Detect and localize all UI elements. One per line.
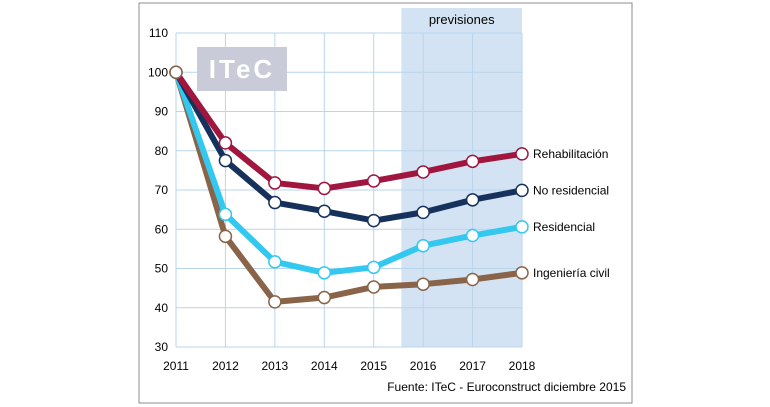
series-line	[173, 69, 525, 276]
data-point	[515, 220, 529, 234]
x-axis-ticks: 2011 2012 2013 2014 2015 2016 2017 2018	[163, 359, 536, 373]
data-point	[515, 183, 529, 198]
source-note: Fuente: ITeC - Euroconstruct diciembre 2…	[387, 380, 626, 394]
y-tick-label: 80	[155, 144, 169, 158]
x-tick-label: 2017	[459, 359, 486, 373]
y-tick-label: 50	[155, 262, 169, 276]
data-point	[416, 277, 430, 291]
data-point	[465, 272, 480, 287]
series-line	[173, 69, 525, 192]
series-label: Ingeniería civil	[533, 266, 610, 280]
data-point	[366, 174, 381, 188]
data-point	[268, 255, 282, 269]
logo-background	[197, 47, 287, 91]
data-point	[218, 207, 233, 222]
data-point	[465, 154, 480, 169]
logo-text: ITeC	[209, 54, 275, 84]
data-point	[218, 229, 233, 244]
x-tick-label: 2015	[360, 359, 387, 373]
series-labels: Rehabilitación No residencial Residencial I…	[533, 147, 610, 280]
data-point	[218, 136, 233, 150]
data-point	[268, 176, 282, 190]
data-point	[317, 204, 332, 218]
x-tick-label: 2012	[212, 359, 239, 373]
series-line	[173, 69, 525, 224]
series-label: Rehabilitación	[533, 147, 608, 161]
data-point	[268, 195, 282, 210]
data-point	[268, 295, 282, 309]
data-point	[317, 266, 332, 280]
x-tick-label: 2013	[262, 359, 289, 373]
y-tick-label: 90	[155, 105, 169, 119]
x-tick-label: 2014	[311, 359, 338, 373]
data-point	[465, 228, 480, 243]
y-tick-label: 30	[155, 340, 169, 354]
x-tick-label: 2016	[410, 359, 437, 373]
data-point	[515, 266, 529, 280]
data-point	[416, 205, 430, 220]
y-tick-label: 60	[155, 222, 169, 236]
data-point	[515, 147, 529, 161]
data-point	[317, 290, 332, 305]
data-point	[317, 181, 332, 196]
data-point	[218, 153, 233, 168]
x-tick-label: 2018	[509, 359, 536, 373]
y-axis-ticks: 30 40 50 60 70 80 90 100 110	[148, 26, 168, 354]
data-point	[465, 193, 480, 207]
data-point	[169, 65, 183, 79]
data-point	[366, 280, 381, 294]
itec-logo: ITeC	[197, 47, 287, 91]
series-label: No residencial	[533, 183, 609, 197]
y-tick-label: 100	[148, 65, 168, 79]
data-point	[416, 238, 430, 253]
y-tick-label: 70	[155, 183, 169, 197]
series-label: Residencial	[533, 220, 595, 234]
forecast-label: previsiones	[429, 12, 495, 27]
data-point	[366, 260, 381, 275]
series-line	[173, 69, 525, 305]
data-point	[366, 213, 381, 228]
x-tick-label: 2011	[163, 359, 189, 373]
y-tick-label: 40	[155, 301, 169, 315]
y-tick-label: 110	[149, 26, 168, 40]
data-point	[416, 165, 430, 179]
series-group	[169, 65, 529, 309]
